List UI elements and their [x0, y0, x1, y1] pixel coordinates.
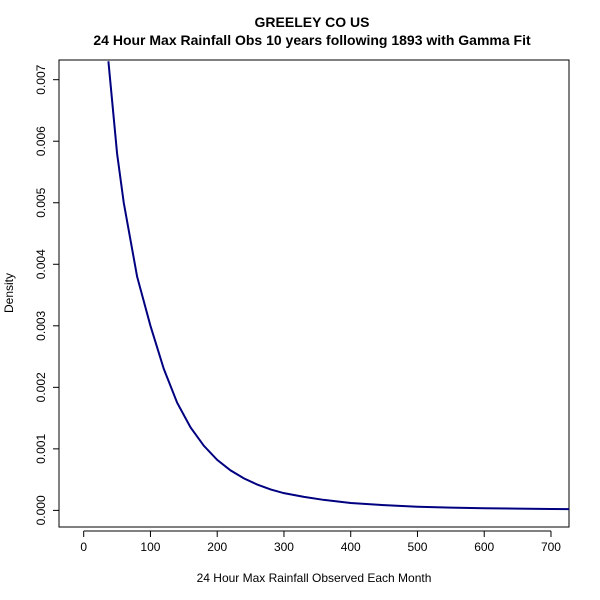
x-tick-label: 600	[474, 540, 494, 554]
y-tick-label: 0.000	[34, 495, 48, 525]
y-tick-label: 0.004	[34, 249, 48, 279]
x-tick-label: 700	[541, 540, 561, 554]
x-tick-label: 0	[80, 540, 87, 554]
chart-title: GREELEY CO US	[255, 14, 370, 30]
x-tick-label: 200	[207, 540, 227, 554]
y-tick-label: 0.006	[34, 126, 48, 156]
plot-frame	[58, 59, 570, 528]
x-axis: 0 100 200 300 400 500 600 700	[80, 530, 561, 554]
y-tick-label: 0.005	[34, 187, 48, 217]
x-tick-label: 400	[341, 540, 361, 554]
y-tick-label: 0.002	[34, 372, 48, 402]
y-axis: 0.000 0.001 0.002 0.003 0.004 0.005 0.006 0.007	[34, 64, 60, 525]
x-tick-label: 300	[274, 540, 294, 554]
y-tick-label: 0.001	[34, 434, 48, 464]
y-tick-label: 0.007	[34, 64, 48, 94]
x-tick-label: 100	[140, 540, 160, 554]
y-tick-label: 0.003	[34, 310, 48, 340]
chart-subtitle: 24 Hour Max Rainfall Obs 10 years follow…	[93, 32, 531, 48]
y-axis-label: Density	[2, 273, 16, 313]
gamma-fit-line	[107, 61, 570, 511]
x-tick-label: 500	[407, 540, 427, 554]
x-axis-label: 24 Hour Max Rainfall Observed Each Month	[197, 571, 432, 585]
